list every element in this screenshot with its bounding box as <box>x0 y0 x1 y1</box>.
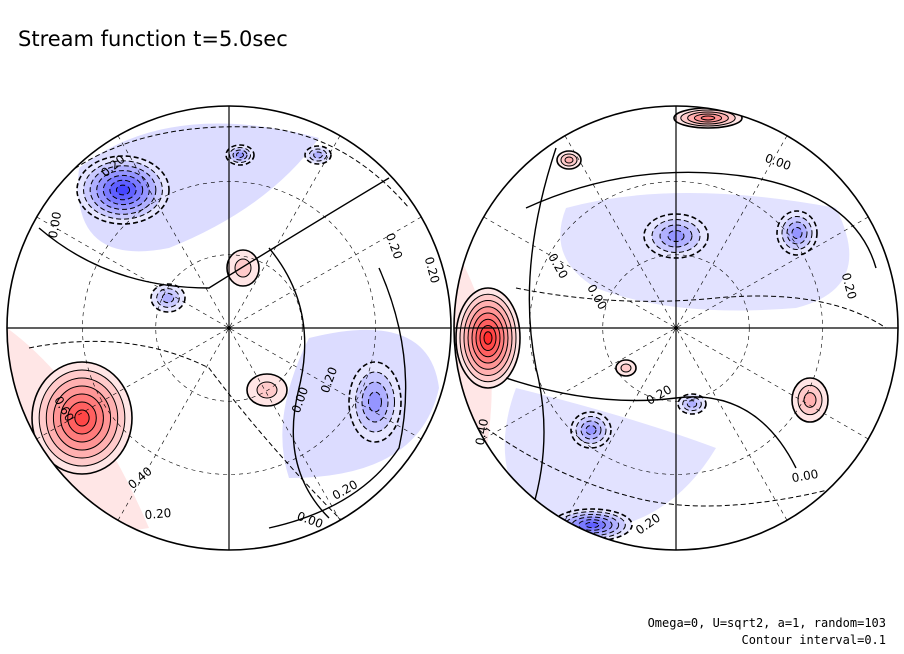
contour-label: 0.00 <box>46 211 64 240</box>
hemisphere-right: 0.000.200.00 0.200.200.000.200.40 <box>453 105 899 551</box>
contour-label: 0.00 <box>791 467 820 485</box>
footnote-contour-interval: Contour interval=0.1 <box>742 633 887 647</box>
extremum-pos-5 <box>31 361 133 475</box>
extremum-pos-2 <box>556 150 582 170</box>
extremum-neg-2 <box>304 145 332 165</box>
contour-line-4 <box>268 267 407 529</box>
contour-line-2 <box>268 247 330 519</box>
contour-line-3 <box>485 427 837 507</box>
contour-line-3 <box>48 126 410 209</box>
extremum-neg-3 <box>150 283 186 313</box>
extremum-neg-1 <box>225 144 255 166</box>
extremum-pos-1 <box>673 107 743 129</box>
contour-line-0 <box>38 177 390 289</box>
contour-label: 0.20 <box>839 271 859 300</box>
extremum-neg-6 <box>776 210 818 256</box>
contour-label: 0.20 <box>422 255 442 284</box>
hemisphere-left: 0.200.000.200.200.200.600.400.200.000.20… <box>6 105 452 551</box>
contour-label: 0.40 <box>473 418 491 447</box>
hemisphere-left-outline <box>6 105 452 551</box>
extremum-neg-9 <box>677 393 707 415</box>
contour-line-4 <box>525 147 557 529</box>
extremum-pos-0 <box>455 287 521 389</box>
extremum-pos-4 <box>791 377 829 423</box>
extremum-neg-7 <box>570 411 612 449</box>
extremum-pos-3 <box>615 359 637 377</box>
hemisphere-right-outline <box>453 105 899 551</box>
footnote-parameters: Omega=0, U=sqrt2, a=1, random=103 <box>648 616 886 630</box>
extremum-neg-8 <box>551 508 633 542</box>
graticule-right <box>454 106 898 550</box>
extremum-pos-6 <box>226 249 260 287</box>
contour-line-1 <box>515 287 887 329</box>
extremum-neg-4 <box>348 361 402 443</box>
contour-line-0 <box>525 171 877 269</box>
extremum-pos-7 <box>246 373 288 407</box>
contour-label: 0.20 <box>144 506 172 522</box>
extremum-neg-0 <box>76 155 170 225</box>
chart-title: Stream function t=5.0sec <box>18 27 288 51</box>
graticule-left <box>7 106 451 550</box>
